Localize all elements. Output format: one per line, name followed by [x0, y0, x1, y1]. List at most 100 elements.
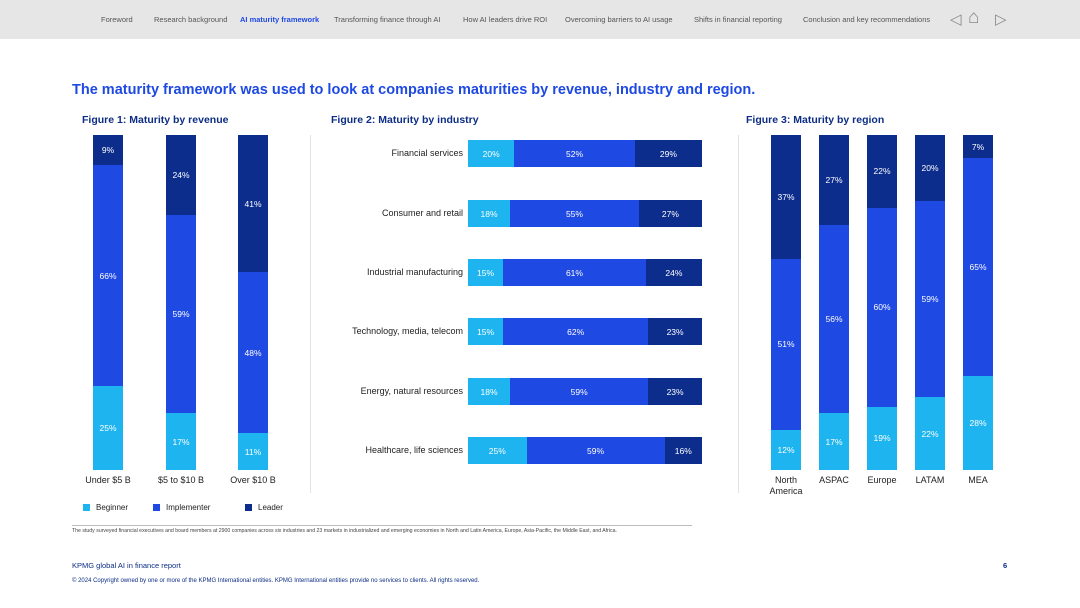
- data-label: 16%: [674, 445, 692, 456]
- implementer-bar: 52%: [514, 140, 635, 167]
- category-label: North America: [769, 475, 803, 496]
- nav-item[interactable]: Shifts in financial reporting: [694, 15, 782, 24]
- beginner-bar: 28%: [963, 376, 993, 470]
- data-label: 52%: [566, 148, 584, 159]
- data-label: 27%: [825, 175, 843, 186]
- data-label: 41%: [244, 198, 262, 209]
- data-label: 65%: [969, 262, 987, 273]
- data-label: 15%: [477, 326, 495, 337]
- report-name: KPMG global AI in finance report: [72, 561, 181, 570]
- prev-icon[interactable]: ◁: [950, 11, 962, 28]
- data-label: 59%: [172, 309, 190, 320]
- legend-beginner: Beginner: [83, 503, 128, 512]
- data-label: 17%: [172, 436, 190, 447]
- implementer-bar: 62%: [503, 318, 649, 345]
- beginner-bar: 12%: [771, 429, 801, 470]
- category-label: Energy, natural resources: [360, 386, 463, 396]
- legend-swatch: [153, 504, 160, 511]
- nav-item[interactable]: Research background: [154, 15, 228, 24]
- leader-bar: 27%: [638, 200, 702, 227]
- data-label: 59%: [570, 386, 588, 397]
- category-label: Technology, media, telecom: [352, 326, 463, 336]
- next-icon[interactable]: ▷: [995, 11, 1007, 28]
- top-navigation: Foreword Research background AI maturity f…: [0, 0, 1080, 39]
- implementer-bar: 56%: [819, 225, 849, 414]
- data-label: 60%: [873, 302, 891, 313]
- beginner-bar: 11%: [238, 433, 268, 470]
- leader-bar: 29%: [634, 140, 702, 167]
- data-label: 56%: [825, 314, 843, 325]
- data-label: 15%: [477, 267, 495, 278]
- figure2-title: Figure 2: Maturity by industry: [331, 114, 479, 126]
- data-label: 11%: [244, 446, 262, 457]
- category-label: $5 to $10 B: [157, 475, 205, 485]
- category-label: Industrial manufacturing: [366, 267, 463, 277]
- category-label: Europe: [867, 475, 897, 485]
- data-label: 37%: [777, 191, 795, 202]
- data-label: 48%: [244, 347, 262, 358]
- implementer-bar: 60%: [867, 207, 897, 407]
- nav-item[interactable]: Transforming finance through AI: [334, 15, 441, 24]
- beginner-bar: 18%: [468, 378, 511, 405]
- implementer-bar: 51%: [771, 258, 801, 430]
- nav-item[interactable]: AI maturity framework: [240, 15, 320, 24]
- data-label: 62%: [567, 326, 585, 337]
- legend-swatch: [83, 504, 90, 511]
- leader-bar: 41%: [238, 135, 268, 273]
- nav-item[interactable]: How AI leaders drive ROI: [463, 15, 548, 24]
- implementer-bar: 55%: [510, 200, 639, 227]
- data-label: 19%: [873, 433, 891, 444]
- data-label: 17%: [825, 436, 843, 447]
- data-label: 28%: [969, 418, 987, 429]
- beginner-bar: 25%: [93, 386, 123, 470]
- legend-implementer: Implementer: [153, 503, 210, 512]
- beginner-bar: 20%: [468, 140, 515, 167]
- category-label: MEA: [968, 475, 988, 485]
- category-label: Financial services: [391, 148, 463, 158]
- leader-bar: 9%: [93, 135, 123, 166]
- beginner-bar: 15%: [468, 259, 504, 286]
- figure3-title: Figure 3: Maturity by region: [746, 114, 885, 126]
- data-label: 9%: [101, 145, 115, 156]
- footnote: The study surveyed financial executives …: [72, 528, 617, 534]
- data-label: 22%: [921, 428, 939, 439]
- nav-item[interactable]: Conclusion and key recommendations: [803, 15, 931, 24]
- data-label: 20%: [921, 163, 939, 174]
- beginner-bar: 18%: [468, 200, 511, 227]
- data-label: 61%: [565, 267, 583, 278]
- implementer-bar: 48%: [238, 272, 268, 434]
- beginner-bar: 17%: [819, 413, 849, 470]
- implementer-bar: 59%: [915, 201, 945, 398]
- data-label: 7%: [971, 141, 985, 152]
- divider: [738, 135, 739, 493]
- legend-leader: Leader: [245, 503, 283, 512]
- beginner-bar: 19%: [867, 406, 897, 470]
- legend-swatch: [245, 504, 252, 511]
- leader-bar: 16%: [664, 437, 702, 464]
- data-label: 25%: [99, 423, 117, 434]
- home-icon[interactable]: ⌂: [968, 7, 980, 28]
- data-label: 23%: [666, 326, 684, 337]
- category-label: Under $5 B: [85, 475, 131, 485]
- beginner-bar: 22%: [915, 397, 945, 470]
- implementer-bar: 65%: [963, 158, 993, 377]
- data-label: 51%: [777, 339, 795, 350]
- figure1-title: Figure 1: Maturity by revenue: [82, 114, 229, 126]
- leader-bar: 20%: [915, 135, 945, 202]
- leader-bar: 37%: [771, 135, 801, 259]
- nav-item[interactable]: Foreword: [101, 15, 133, 24]
- leader-bar: 7%: [963, 135, 993, 159]
- implementer-bar: 59%: [166, 215, 196, 414]
- data-label: 66%: [99, 270, 117, 281]
- divider: [72, 525, 692, 526]
- divider: [310, 135, 311, 493]
- leader-bar: 22%: [867, 135, 897, 208]
- data-label: 12%: [777, 444, 795, 455]
- category-label: ASPAC: [819, 475, 849, 485]
- copyright: © 2024 Copyright owned by one or more of…: [72, 578, 480, 584]
- nav-item[interactable]: Overcoming barriers to AI usage: [565, 15, 673, 24]
- leader-bar: 23%: [648, 318, 702, 345]
- data-label: 22%: [873, 166, 891, 177]
- beginner-bar: 15%: [468, 318, 504, 345]
- data-label: 18%: [480, 208, 498, 219]
